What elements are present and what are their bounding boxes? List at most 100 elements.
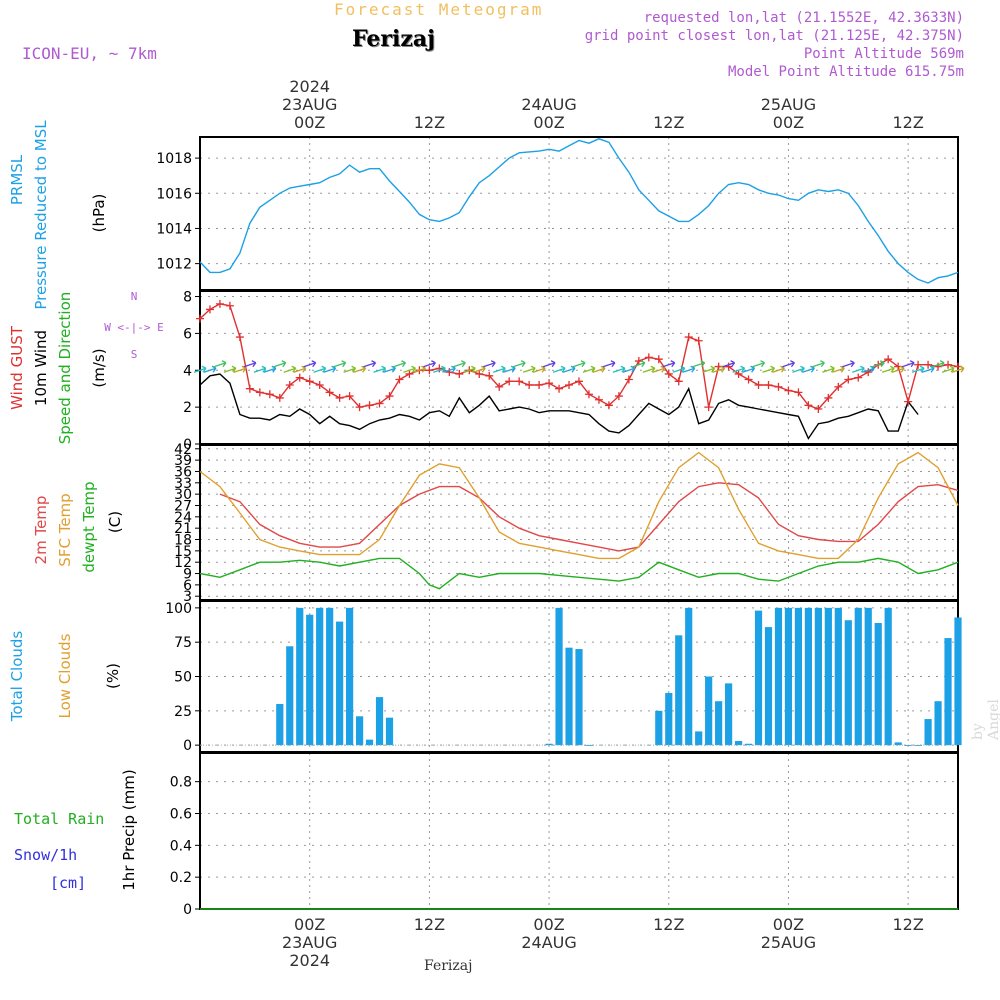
cloud-bar — [336, 621, 344, 746]
gust-point — [275, 393, 284, 402]
wind-arrow — [772, 365, 785, 373]
cloud-bar — [695, 731, 703, 746]
time-label-top: 00Z — [773, 113, 804, 132]
cloud-bar — [385, 717, 394, 746]
gust-point — [425, 366, 434, 375]
y-tick-label: 0 — [183, 902, 192, 918]
wind-arrow — [712, 365, 726, 373]
gust-point — [924, 360, 933, 369]
gust-point — [255, 388, 264, 397]
time-label-bottom: 12Z — [892, 915, 923, 934]
y-tick-label: 0.4 — [170, 838, 192, 854]
wind-arrow — [552, 365, 566, 373]
wind-arrow — [373, 365, 387, 373]
wind-arrow — [662, 360, 676, 368]
cloud-bar — [355, 716, 364, 746]
cloud-bar — [774, 607, 783, 746]
compass-south: S — [131, 348, 138, 361]
model-altitude: Model Point Altitude 615.75m — [727, 64, 964, 80]
gust-point — [694, 336, 703, 345]
gust-point — [355, 403, 364, 412]
wind-arrow — [642, 365, 656, 373]
gust-point — [515, 377, 524, 386]
y-tick-label: 75 — [174, 635, 192, 651]
cloud-bar — [585, 745, 593, 746]
wind-arrow — [921, 365, 935, 373]
wind-unit: (m/s) — [90, 348, 108, 387]
gust-point — [196, 314, 204, 323]
gust-point — [215, 299, 224, 308]
gust-point — [604, 401, 613, 410]
y-tick-label: 1018 — [156, 151, 192, 167]
wind-arrow — [253, 365, 267, 373]
cloud-bar — [575, 649, 583, 746]
gust-point — [445, 368, 454, 377]
wind-arrow — [443, 365, 456, 373]
wind-arrow — [532, 365, 546, 373]
wind-arrow — [453, 360, 466, 368]
gust-point — [475, 369, 484, 378]
temp-unit: (C) — [106, 511, 124, 533]
gust-point — [385, 392, 394, 401]
rain-label: Total Rain — [14, 810, 104, 828]
wind-speed-line — [199, 373, 919, 440]
wind-arrow — [243, 360, 257, 368]
wind-arrow — [512, 360, 526, 368]
compass-north: N — [131, 290, 138, 303]
gust-point — [684, 333, 693, 342]
wind-arrow — [343, 365, 357, 373]
gust-point — [914, 360, 923, 369]
time-label-bottom: 25AUG — [761, 933, 816, 952]
wind-arrow — [931, 360, 945, 368]
gust-point — [754, 381, 763, 390]
sfc-temp-label: SFC Temp — [56, 493, 74, 566]
gust-point — [575, 377, 583, 386]
wind-arrow — [582, 365, 596, 373]
gust-point — [295, 373, 304, 382]
wind-arrow — [802, 365, 815, 373]
gust-point — [455, 369, 464, 378]
y-tick-label: 6 — [183, 578, 192, 594]
gust-point — [245, 384, 254, 393]
pressure-unit: (hPa) — [90, 194, 108, 233]
time-label-top: 12Z — [892, 113, 923, 132]
model-label: ICON-EU, ~ 7km — [22, 44, 157, 63]
wind-arrow — [363, 360, 377, 368]
wind-arrow — [782, 360, 795, 368]
wind-arrow — [273, 360, 287, 368]
precip-unit: 1hr Precip (mm) — [120, 769, 138, 890]
cloud-bar — [296, 607, 304, 746]
gust-point — [375, 399, 384, 408]
time-label-bottom: 23AUG — [282, 933, 337, 952]
wind-arrow — [413, 365, 426, 373]
wind-arrow — [383, 365, 397, 373]
cloud-bar — [346, 607, 354, 746]
time-label-bottom: 00Z — [533, 915, 564, 934]
wind-arrow — [562, 365, 576, 373]
cloud-bar — [934, 701, 942, 746]
gust-point — [405, 369, 414, 378]
y-tick-label: 39 — [174, 453, 192, 469]
dewpt-label: dewpt Temp — [80, 481, 98, 572]
wind-arrow — [852, 365, 865, 373]
y-tick-label: 1012 — [156, 257, 192, 273]
y-tick-label: 100 — [165, 601, 192, 617]
wind-arrow — [862, 365, 875, 373]
y-tick-label: 0 — [183, 738, 192, 754]
wind-arrow — [632, 360, 646, 368]
gust-point — [864, 368, 873, 377]
y-tick-label: 18 — [174, 533, 192, 549]
time-label-bottom: 00Z — [294, 915, 325, 934]
gust-point — [784, 386, 793, 395]
gust-point — [395, 375, 404, 384]
wind-arrow — [193, 365, 207, 373]
cloud-bar — [894, 742, 902, 746]
y-tick-label: 50 — [174, 670, 192, 686]
gust-point — [654, 355, 663, 364]
wind-arrow — [592, 365, 606, 373]
wind-arrow — [283, 365, 297, 373]
cloud-bar — [715, 701, 723, 746]
gust-point — [724, 362, 733, 371]
wind-arrow — [323, 365, 337, 373]
location-title: Ferizaj — [352, 26, 436, 52]
